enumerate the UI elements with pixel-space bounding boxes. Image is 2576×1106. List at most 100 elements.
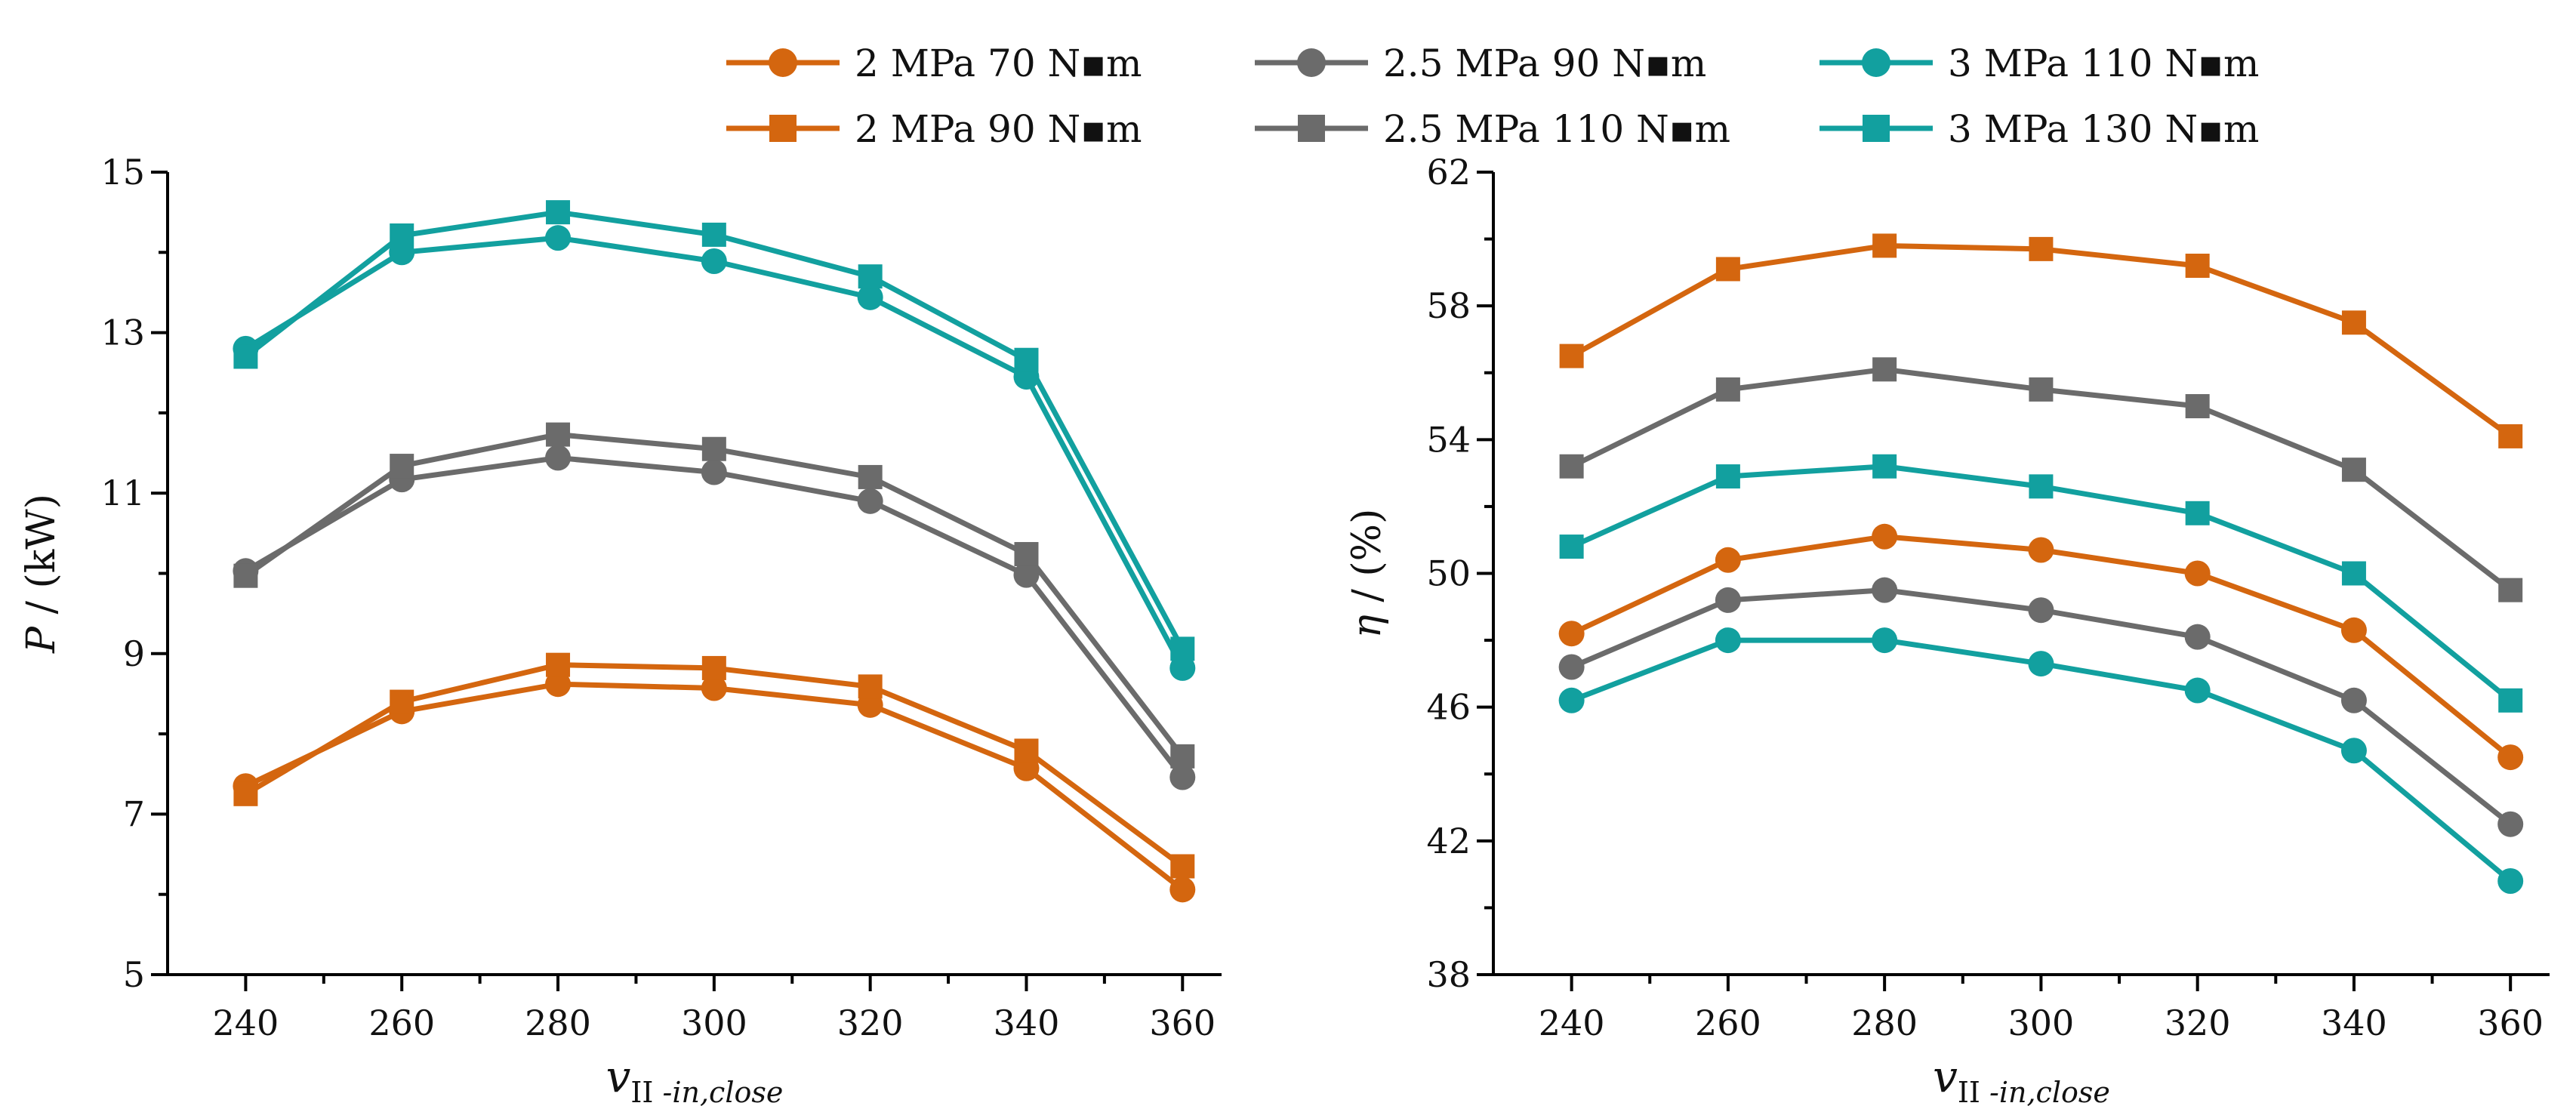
data-point: [2340, 738, 2367, 764]
y-tick-label: 11: [100, 473, 145, 513]
data-point: [2184, 624, 2211, 650]
legend-label: 3 MPa 110 N▪m: [1948, 42, 2259, 85]
data-point: [2497, 867, 2524, 894]
data-point: [2029, 474, 2054, 499]
data-point: [1169, 876, 1196, 903]
x-tick-label: 280: [1851, 1003, 1918, 1043]
legend-entry: 2 MPa 90 N▪m: [726, 107, 1142, 151]
data-point: [2185, 254, 2210, 279]
power-chart: 5 7 9 11 13 15 240 260 280 300 320 340 360 vII -in,cl…: [19, 152, 1222, 1106]
data-point: [1715, 587, 1741, 613]
data-point: [701, 655, 726, 680]
y-tick-label: 58: [1426, 285, 1471, 326]
data-point: [1715, 257, 1740, 282]
series-1: [1559, 233, 2523, 448]
data-point: [1170, 744, 1195, 769]
data-point: [2498, 688, 2523, 713]
data-point: [1558, 621, 1585, 647]
x-tick-label: 340: [994, 1003, 1060, 1043]
x-tick-label: 260: [1695, 1003, 1761, 1043]
data-point: [1872, 577, 1898, 603]
data-point: [2497, 744, 2524, 771]
data-point: [1559, 454, 1584, 479]
x-tick-label: 240: [1539, 1003, 1605, 1043]
data-point: [1169, 764, 1196, 790]
data-point: [1872, 233, 1897, 258]
y-tick-label: 54: [1426, 419, 1471, 460]
data-point: [233, 344, 258, 369]
y-tick-label: 13: [100, 313, 145, 353]
data-point: [1014, 347, 1039, 372]
data-point: [1014, 738, 1039, 763]
y-tick-label: 5: [123, 954, 145, 995]
series-3: [1559, 357, 2523, 602]
y-tick-label: 62: [1426, 152, 1471, 193]
legend-label: 2.5 MPa 90 N▪m: [1383, 42, 1706, 85]
data-point: [1558, 654, 1585, 680]
series-5: [233, 200, 1195, 661]
data-point: [2497, 811, 2524, 837]
data-point: [2185, 501, 2210, 525]
legend-marker: [1298, 115, 1325, 142]
y-tick-label: 7: [123, 793, 145, 834]
data-point: [2028, 597, 2054, 624]
data-point: [2340, 687, 2367, 713]
legend-entry: 3 MPa 130 N▪m: [1820, 107, 2259, 151]
legend-label: 2.5 MPa 110 N▪m: [1383, 107, 1730, 151]
data-point: [1872, 523, 1898, 550]
x-tick-label: 240: [213, 1003, 279, 1043]
data-point: [858, 264, 883, 289]
legend-marker: [769, 115, 797, 142]
data-point: [1558, 687, 1585, 713]
data-point: [2340, 617, 2367, 643]
data-point: [2184, 560, 2211, 587]
x-tick-label: 280: [525, 1003, 591, 1043]
data-point: [2341, 561, 2366, 586]
x-tick-label: 360: [2477, 1003, 2544, 1043]
data-point: [701, 436, 726, 461]
data-point: [2029, 236, 2054, 261]
x-axis-label: vII -in,close: [606, 1051, 784, 1106]
x-tick-label: 320: [837, 1003, 904, 1043]
data-point: [390, 454, 414, 479]
series-line: [244, 209, 1185, 651]
data-point: [1170, 854, 1195, 879]
y-tick-label: 9: [123, 633, 145, 674]
series-line: [244, 681, 1185, 892]
data-point: [1715, 627, 1741, 654]
data-point: [2341, 457, 2366, 482]
series-5: [1559, 454, 2523, 713]
data-point: [390, 689, 414, 714]
series-line: [244, 454, 1185, 779]
y-tick-label: 50: [1426, 553, 1471, 594]
legend-label: 3 MPa 130 N▪m: [1948, 107, 2259, 151]
data-point: [857, 488, 883, 514]
data-point: [546, 652, 571, 677]
y-tick-label: 46: [1426, 687, 1471, 728]
data-point: [545, 445, 572, 471]
y-tick-label: 42: [1426, 821, 1471, 861]
data-point: [2184, 677, 2211, 704]
x-axis-label: vII -in,close: [1933, 1051, 2110, 1106]
data-point: [1013, 562, 1040, 588]
legend-entry: 3 MPa 110 N▪m: [1820, 42, 2259, 85]
y-tick-label: 15: [100, 152, 145, 193]
series-line: [1570, 242, 2513, 439]
efficiency-chart: 38 42 46 50 54 58 62 240 260 280 300 320 340 360 vII -…: [1345, 152, 2550, 1106]
y-axis-label: P / (kW): [19, 494, 64, 654]
x-tick-label: 300: [681, 1003, 747, 1043]
data-point: [2498, 424, 2523, 448]
data-point: [1559, 535, 1584, 559]
data-point: [701, 675, 727, 701]
series-0: [233, 671, 1196, 903]
data-point: [546, 422, 571, 447]
data-point: [1559, 344, 1584, 368]
series-line: [1570, 587, 2513, 827]
legend-entry: 2.5 MPa 110 N▪m: [1255, 107, 1730, 151]
data-point: [1872, 454, 1897, 479]
data-point: [857, 284, 883, 310]
series-2: [1558, 577, 2524, 837]
legend-marker: [769, 48, 797, 77]
series-3: [233, 422, 1195, 769]
